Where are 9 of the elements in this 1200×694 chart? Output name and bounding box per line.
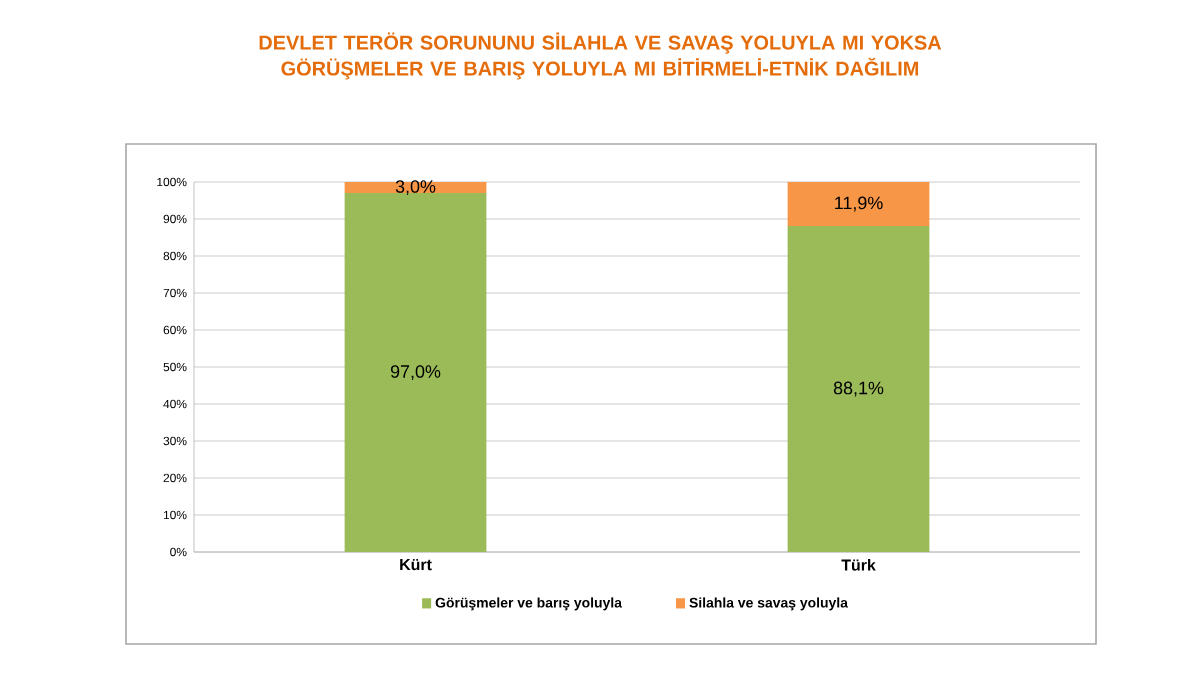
bar — [787, 226, 930, 552]
bar — [787, 181, 930, 227]
data-label: 11,9% — [835, 196, 883, 212]
data-label: 3,0% — [395, 180, 436, 195]
data-label: 88,1% — [833, 381, 884, 397]
chart-title: DEVLET TERÖR SORUNUNU SİLAHLA VE SAVAŞ YOLUYLA MI YOKSA GÖRÜŞMELER VE BARIŞ YOLUYLA MI BİTİRMELİ-ETNİK DAĞILIM — [259, 32, 942, 80]
bar — [344, 193, 487, 552]
data-label: 97,0% — [390, 365, 441, 380]
bar — [344, 181, 487, 194]
